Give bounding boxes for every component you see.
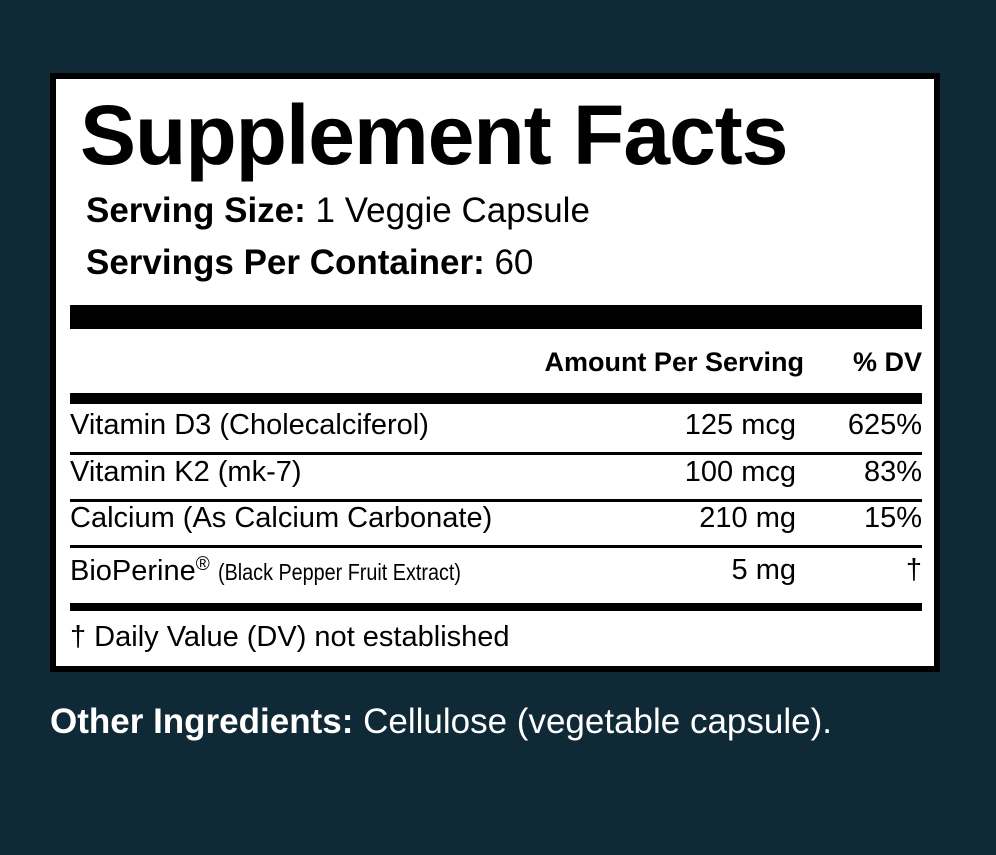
daily-value: †: [905, 554, 922, 586]
amount: 100 mcg: [684, 456, 796, 488]
thin-rule: [70, 452, 922, 455]
serving-size: Serving Size: 1 Veggie Capsule: [86, 191, 590, 231]
title: Supplement Facts: [80, 88, 788, 182]
other-ingredients-label: Other Ingredients:: [50, 702, 354, 741]
ingredient-note: (Black Pepper Fruit Extract): [217, 559, 461, 585]
daily-value: 625%: [847, 409, 922, 441]
amount-header: Amount Per Serving: [544, 347, 804, 377]
thick-rule: [70, 393, 922, 404]
registered-mark: ®: [195, 554, 210, 575]
thick-rule: [70, 603, 922, 611]
daily-value: 83%: [863, 456, 922, 488]
footnote: † Daily Value (DV) not established: [70, 621, 510, 653]
daily-value: 15%: [863, 502, 922, 534]
ingredient-name: Vitamin D3 (Cholecalciferol): [70, 409, 429, 441]
serving-size-label: Serving Size:: [86, 191, 306, 230]
amount: 5 mg: [731, 554, 796, 586]
servings-per-container: Servings Per Container: 60: [86, 243, 533, 283]
servings-value: 60: [494, 243, 534, 282]
amount: 125 mcg: [684, 409, 796, 441]
amount: 210 mg: [699, 502, 796, 534]
other-ingredients: Other Ingredients: Cellulose (vegetable …: [50, 702, 832, 742]
ingredient-name: BioPerine® (Black Pepper Fruit Extract): [70, 554, 461, 587]
other-ingredients-value: Cellulose (vegetable capsule).: [363, 702, 832, 741]
thick-rule: [70, 305, 922, 329]
servings-label: Servings Per Container:: [86, 243, 485, 282]
ingredient-name: Vitamin K2 (mk-7): [70, 456, 302, 488]
thin-rule: [70, 499, 922, 502]
thin-rule: [70, 545, 922, 548]
serving-size-value: 1 Veggie Capsule: [315, 191, 590, 230]
ingredient-name: Calcium (As Calcium Carbonate): [70, 502, 493, 534]
dv-header: % DV: [852, 347, 922, 377]
supplement-facts-panel: Supplement Facts Serving Size: 1 Veggie …: [50, 73, 940, 672]
